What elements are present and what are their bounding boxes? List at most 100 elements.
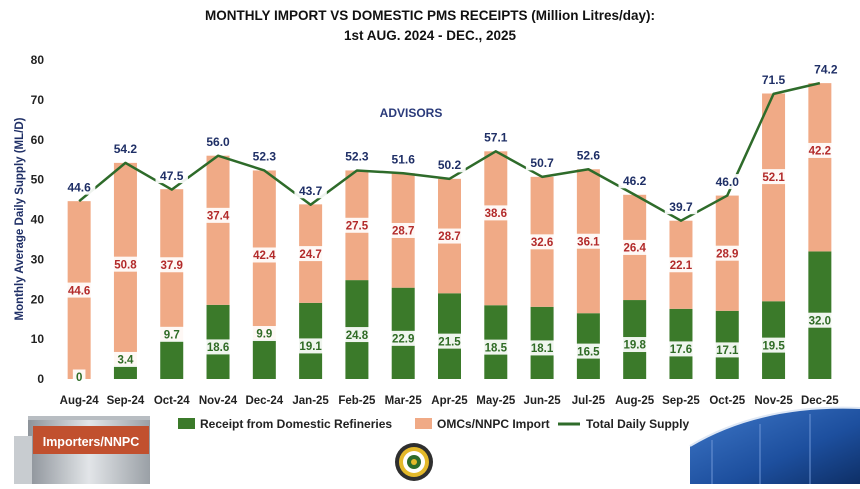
x-tick-label: Nov-24 bbox=[199, 395, 238, 407]
domestic-value-label-bg bbox=[112, 351, 139, 367]
domestic-value-label: 17.6 bbox=[670, 344, 692, 356]
total-value-label-bg bbox=[433, 157, 466, 173]
domestic-value-label-bg bbox=[479, 339, 512, 355]
total-value-label: 52.6 bbox=[577, 148, 601, 162]
import-value-label: 32.6 bbox=[531, 237, 553, 249]
storage-tank-icon bbox=[689, 406, 860, 484]
legend-label-import: OMCs/NNPC Import bbox=[437, 417, 550, 431]
import-value-label-bg bbox=[757, 169, 790, 185]
domestic-value-label-bg bbox=[158, 326, 185, 342]
domestic-value-label-bg bbox=[618, 337, 651, 353]
import-value-label-bg bbox=[572, 233, 605, 249]
total-value-label: 46.0 bbox=[716, 175, 740, 189]
total-value-label-bg bbox=[479, 129, 512, 145]
total-value-label-bg bbox=[757, 72, 790, 88]
total-value-label-bg bbox=[155, 168, 188, 184]
domestic-value-label: 19.5 bbox=[762, 340, 785, 352]
import-value-label-bg bbox=[664, 257, 698, 273]
domestic-value-label-bg bbox=[201, 339, 235, 355]
domestic-value-label-bg bbox=[72, 369, 86, 385]
import-value-label-bg bbox=[711, 245, 744, 261]
domestic-value-label-bg bbox=[711, 342, 744, 358]
labels-layer: 0 44.6 44.6 3.4 50.8 54.2 9.7 37.9 47.5 18.6 37.4 5… bbox=[62, 61, 843, 385]
total-value-label: 74.2 bbox=[814, 62, 838, 76]
import-value-label: 38.6 bbox=[485, 208, 507, 220]
total-value-label: 50.2 bbox=[438, 158, 462, 172]
x-tick-label: Oct-25 bbox=[709, 395, 745, 407]
import-value-label: 44.6 bbox=[68, 285, 90, 297]
total-value-label: 71.5 bbox=[762, 73, 786, 87]
import-value-label-bg bbox=[433, 228, 466, 244]
legend-label-total: Total Daily Supply bbox=[586, 417, 689, 431]
legend: Receipt from Domestic Refineries OMCs/NNP… bbox=[178, 417, 689, 431]
y-tick-label: 0 bbox=[37, 372, 44, 386]
x-tick-label: Oct-24 bbox=[154, 395, 190, 407]
import-value-label-bg bbox=[525, 234, 559, 250]
import-bar bbox=[206, 155, 230, 305]
import-value-label: 28.7 bbox=[392, 226, 414, 238]
chart-title: MONTHLY IMPORT VS DOMESTIC PMS RECEIPTS … bbox=[205, 8, 655, 23]
y-tick-label: 70 bbox=[31, 93, 45, 107]
domestic-bar bbox=[252, 339, 276, 379]
import-value-label: 22.1 bbox=[670, 260, 693, 272]
total-value-label-bg bbox=[525, 155, 559, 171]
import-value-label: 27.5 bbox=[346, 220, 369, 232]
y-tick-label: 40 bbox=[31, 213, 45, 227]
total-value-label: 46.2 bbox=[623, 174, 647, 188]
domestic-bar bbox=[113, 365, 137, 379]
x-tick-label: May-25 bbox=[476, 395, 516, 407]
import-value-label-bg bbox=[248, 247, 281, 263]
importers-tank-image: Importers/NNPC bbox=[14, 416, 150, 484]
legend-swatch-domestic bbox=[178, 418, 195, 429]
total-value-label: 52.3 bbox=[345, 150, 369, 164]
total-value-label: 52.3 bbox=[253, 150, 277, 164]
x-tick-label: Sep-24 bbox=[107, 395, 145, 407]
import-value-label-bg bbox=[387, 222, 420, 238]
total-value-label: 44.6 bbox=[67, 180, 91, 194]
y-tick-label: 80 bbox=[31, 53, 45, 67]
domestic-value-label-bg bbox=[664, 341, 698, 357]
import-value-label-bg bbox=[109, 256, 142, 272]
x-tick-label: Nov-25 bbox=[754, 395, 793, 407]
x-tick-label: Jun-25 bbox=[524, 395, 562, 407]
import-value-label: 50.8 bbox=[114, 259, 137, 271]
import-bar bbox=[762, 93, 786, 302]
import-value-label: 42.4 bbox=[253, 250, 276, 262]
seal-logo-icon bbox=[395, 443, 433, 481]
total-value-label-bg bbox=[572, 147, 605, 163]
domestic-value-label: 17.1 bbox=[716, 345, 739, 357]
x-tick-label: Jul-25 bbox=[572, 395, 606, 407]
x-tick-label: Aug-24 bbox=[60, 395, 100, 407]
domestic-value-label: 9.9 bbox=[256, 329, 272, 341]
x-tick-label: Apr-25 bbox=[431, 395, 468, 407]
total-value-label-bg bbox=[248, 148, 281, 164]
total-value-label: 43.7 bbox=[299, 184, 323, 198]
domestic-value-label-bg bbox=[525, 340, 559, 356]
domestic-value-label: 21.5 bbox=[438, 336, 461, 348]
import-value-label: 24.7 bbox=[299, 249, 321, 261]
y-tick-label: 10 bbox=[31, 332, 45, 346]
x-tick-label: Dec-25 bbox=[801, 395, 839, 407]
domestic-value-label: 16.5 bbox=[577, 346, 600, 358]
y-tick-label: 60 bbox=[31, 133, 45, 147]
import-value-label-bg bbox=[62, 282, 96, 298]
total-value-label-bg bbox=[62, 179, 96, 195]
domestic-value-label-bg bbox=[387, 330, 420, 346]
import-value-label: 28.7 bbox=[438, 231, 460, 243]
domestic-value-label: 32.0 bbox=[809, 315, 831, 327]
total-value-label-bg bbox=[201, 134, 235, 150]
y-tick-label: 50 bbox=[31, 173, 45, 187]
domestic-value-label-bg bbox=[572, 343, 605, 359]
domestic-value-label: 9.7 bbox=[164, 330, 180, 342]
x-tick-label: Sep-25 bbox=[662, 395, 700, 407]
total-value-label-bg bbox=[809, 61, 843, 77]
import-value-label: 28.9 bbox=[716, 248, 738, 260]
domestic-value-label: 18.5 bbox=[485, 342, 508, 354]
import-value-label: 26.4 bbox=[623, 243, 646, 255]
y-tick-label: 30 bbox=[31, 252, 45, 266]
domestic-value-label: 22.9 bbox=[392, 334, 414, 346]
import-value-label: 37.9 bbox=[161, 260, 183, 272]
total-value-label-bg bbox=[711, 174, 744, 190]
